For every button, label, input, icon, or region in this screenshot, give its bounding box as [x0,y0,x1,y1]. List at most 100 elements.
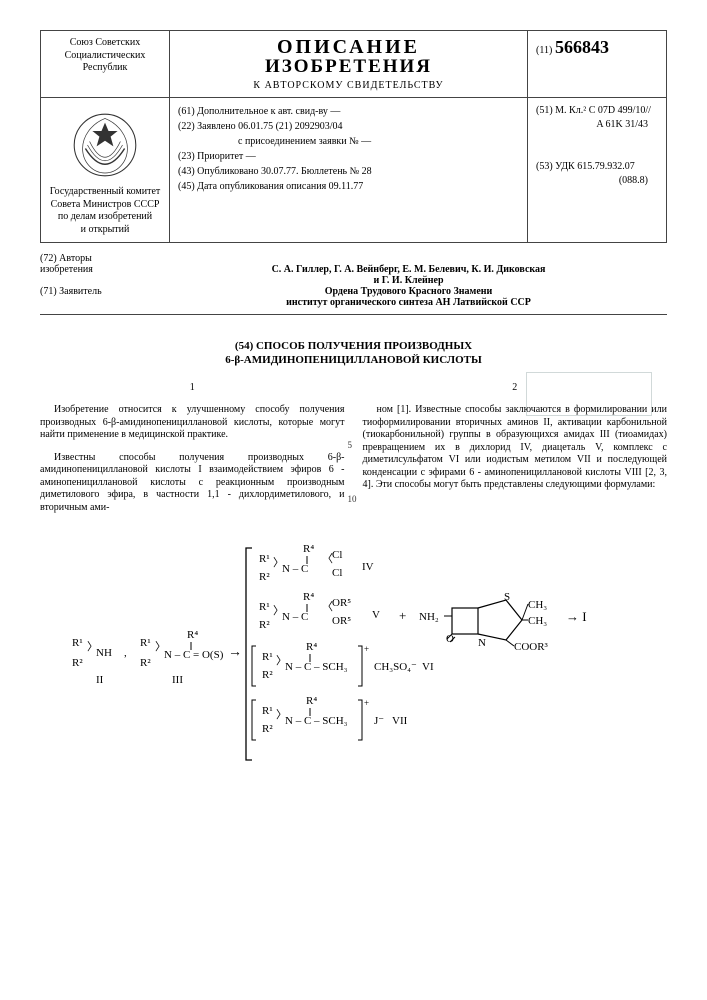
f-to-I: → I [566,609,587,624]
svg-text:+: + [364,698,369,708]
committee-line: Совета Министров СССР [49,199,161,212]
label-71: (71) Заявитель [40,286,150,308]
f-vi-salt: CH₃SO₄⁻ [374,661,417,673]
col1-number: 1 [40,382,345,395]
field-51a: (51) М. Кл.² C 07D 499/10// [536,104,658,118]
issuer-line: Союз Советских [49,37,161,50]
body-columns: 1 Изобретение относится к улучшенному сп… [40,382,667,525]
line-number-10: 10 [348,494,357,505]
pub-number: 566843 [555,37,609,57]
f-R1-vii: R¹ [262,705,273,717]
f-R4-vi: R⁴ [306,641,317,653]
f-R4-iv: R⁴ [303,543,314,555]
field-51b: A 61K 31/43 [536,118,658,132]
field-53b: (088.8) [536,174,658,188]
f-NH: NH [96,647,112,659]
f-roman-VII: VII [392,715,408,727]
issuer-line: Социалистических [49,50,161,63]
issuer-line: Республик [49,62,161,75]
field-61: (61) Дополнительное к авт. свид-ву — [178,104,519,119]
f-NH2: NH₂ [419,611,439,623]
f-vii-salt: J⁻ [374,715,384,727]
field-22: (22) Заявлено 06.01.75 (21) 2092903/04 [178,119,519,134]
f-v-core: N – C [282,611,308,623]
reaction-scheme: R¹ R² 〉 NH II , R¹ R² 〉 R⁴ N – C = O(S) … [40,538,667,768]
field-23: (23) Приоритет — [178,149,519,164]
column-1: 1 Изобретение относится к улучшенному сп… [40,382,345,525]
f-iv-core: N – C [282,563,308,575]
f-vii-core: N – C – SCH₃ [285,715,348,727]
col2-para1: ном [1]. Известные способы заключа­ются … [363,404,668,492]
metadata-cell: (61) Дополнительное к авт. свид-ву — (22… [170,98,527,243]
f-CH3a: CH₃ [528,599,547,611]
label-72b: изобретения [40,264,150,286]
committee-line: и открытий [49,224,161,237]
emblem-cell: Государственный комитет Совета Министров… [40,98,170,243]
committee-block: Государственный комитет Совета Министров… [49,186,161,236]
institution-1: Ордена Трудового Красного Знамени [150,286,667,297]
field-43: (43) Опубликовано 30.07.77. Бюллетень № … [178,164,519,179]
f-roman-IV: IV [362,561,374,573]
f-R1b: R¹ [140,637,151,649]
header-grid: Союз Советских Социалистических Республи… [40,30,667,243]
committee-line: Государственный комитет [49,186,161,199]
title-54a: (54) СПОСОБ ПОЛУЧЕНИЯ ПРОИЗВОДНЫХ [40,339,667,353]
author-names: С. А. Гиллер, Г. А. Вейнберг, Е. М. Беле… [150,264,667,275]
title-54b: 6-β-АМИДИНОПЕНИЦИЛЛАНОВОЙ КИСЛОТЫ [40,353,667,367]
doc-subtitle: К АВТОРСКОМУ СВИДЕТЕЛЬСТВУ [178,80,519,91]
authors-block: (72) Авторы изобретения С. А. Гиллер, Г.… [40,253,667,315]
f-iv-cl2: Cl [332,567,342,579]
committee-line: по делам изобретений [49,211,161,224]
f-roman-II: II [96,674,104,686]
pub-field-label: (11) [536,45,552,56]
field-45: (45) Дата опубликования описания 09.11.7… [178,179,519,194]
f-arrow-1: → [228,645,242,660]
f-R4: R⁴ [187,629,198,641]
institution-2: институт органического синтеза АН Латвий… [150,297,667,308]
issuer-cell: Союз Советских Социалистических Республи… [40,30,170,98]
f-roman-V: V [372,609,380,621]
col1-para2: Известны способы получения производных 6… [40,452,345,515]
f-roman-III: III [172,674,183,686]
doc-title-2: ИЗОБРЕТЕНИЯ [178,57,519,76]
invention-title: (54) СПОСОБ ПОЛУЧЕНИЯ ПРОИЗВОДНЫХ 6-β-АМ… [40,339,667,368]
f-iv-cl1: Cl [332,549,342,561]
f-R2: R² [72,657,83,669]
author-names-2: и Г. И. Клейнер [150,275,667,286]
column-2: 2 ном [1]. Известные способы заключа­ютс… [363,382,668,525]
col1-para1: Изобретение относится к улучшенному спос… [40,404,345,442]
f-R1-iv: R¹ [259,553,270,565]
f-R2-v: R² [259,619,270,631]
f-v-or1: OR⁵ [332,597,351,609]
f-R2-vii: R² [262,723,273,735]
f-roman-VI: VI [422,661,434,673]
f-R2-vi: R² [262,669,273,681]
field-53a: (53) УДК 615.79.932.07 [536,160,658,174]
f-R1-v: R¹ [259,601,270,613]
doc-title-1: ОПИСАНИЕ [178,37,519,57]
f-vi-core: N – C – SCH₃ [285,661,348,673]
f-v-or2: OR⁵ [332,615,351,627]
col2-number: 2 [363,382,668,395]
field-22b: с присоединением заявки № — [178,134,519,149]
label-72: (72) Авторы [40,253,150,264]
f-R2b: R² [140,657,151,669]
classification-cell: (51) М. Кл.² C 07D 499/10// A 61K 31/43 … [527,98,667,243]
f-plus: + [399,608,406,623]
title-cell: ОПИСАНИЕ ИЗОБРЕТЕНИЯ К АВТОРСКОМУ СВИДЕТ… [170,30,527,98]
f-S: S [504,591,510,603]
f-CH3b: CH₃ [528,615,547,627]
f-N: N [478,637,486,649]
f-R2-iv: R² [259,571,270,583]
svg-text:+: + [364,644,369,654]
pubnum-cell: (11) 566843 [527,30,667,98]
f-R4-v: R⁴ [303,591,314,603]
f-R4-vii: R⁴ [306,695,317,707]
ussr-emblem-icon [49,104,161,186]
line-number-5: 5 [348,440,353,451]
f-amide: N – C = O(S) [164,649,224,661]
f-R1: R¹ [72,637,83,649]
svg-text:,: , [124,647,127,659]
f-COOR: COOR³ [514,641,549,653]
f-R1-vi: R¹ [262,651,273,663]
